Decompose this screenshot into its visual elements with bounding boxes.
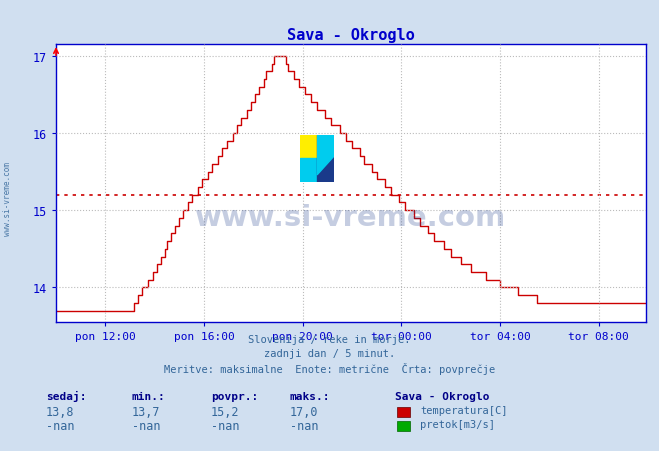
- Text: min.:: min.:: [132, 391, 165, 401]
- Text: -nan: -nan: [211, 419, 239, 433]
- Text: povpr.:: povpr.:: [211, 391, 258, 401]
- Text: maks.:: maks.:: [290, 391, 330, 401]
- Text: temperatura[C]: temperatura[C]: [420, 405, 508, 414]
- Text: www.si-vreme.com: www.si-vreme.com: [3, 161, 13, 235]
- Text: 13,7: 13,7: [132, 405, 160, 418]
- Text: -nan: -nan: [290, 419, 318, 433]
- Text: www.si-vreme.com: www.si-vreme.com: [195, 203, 507, 231]
- Bar: [300, 159, 317, 183]
- Text: pretok[m3/s]: pretok[m3/s]: [420, 419, 496, 429]
- Text: Sava - Okroglo: Sava - Okroglo: [395, 391, 490, 401]
- Text: 15,2: 15,2: [211, 405, 239, 418]
- PathPatch shape: [317, 135, 334, 175]
- Text: 17,0: 17,0: [290, 405, 318, 418]
- Bar: [317, 135, 334, 183]
- Text: Meritve: maksimalne  Enote: metrične  Črta: povprečje: Meritve: maksimalne Enote: metrične Črta…: [164, 362, 495, 374]
- Text: -nan: -nan: [132, 419, 160, 433]
- Text: 13,8: 13,8: [46, 405, 74, 418]
- Title: Sava - Okroglo: Sava - Okroglo: [287, 28, 415, 42]
- Text: Slovenija / reke in morje.: Slovenija / reke in morje.: [248, 335, 411, 345]
- Bar: [300, 135, 317, 159]
- Text: zadnji dan / 5 minut.: zadnji dan / 5 minut.: [264, 348, 395, 358]
- Text: -nan: -nan: [46, 419, 74, 433]
- Text: sedaj:: sedaj:: [46, 390, 86, 401]
